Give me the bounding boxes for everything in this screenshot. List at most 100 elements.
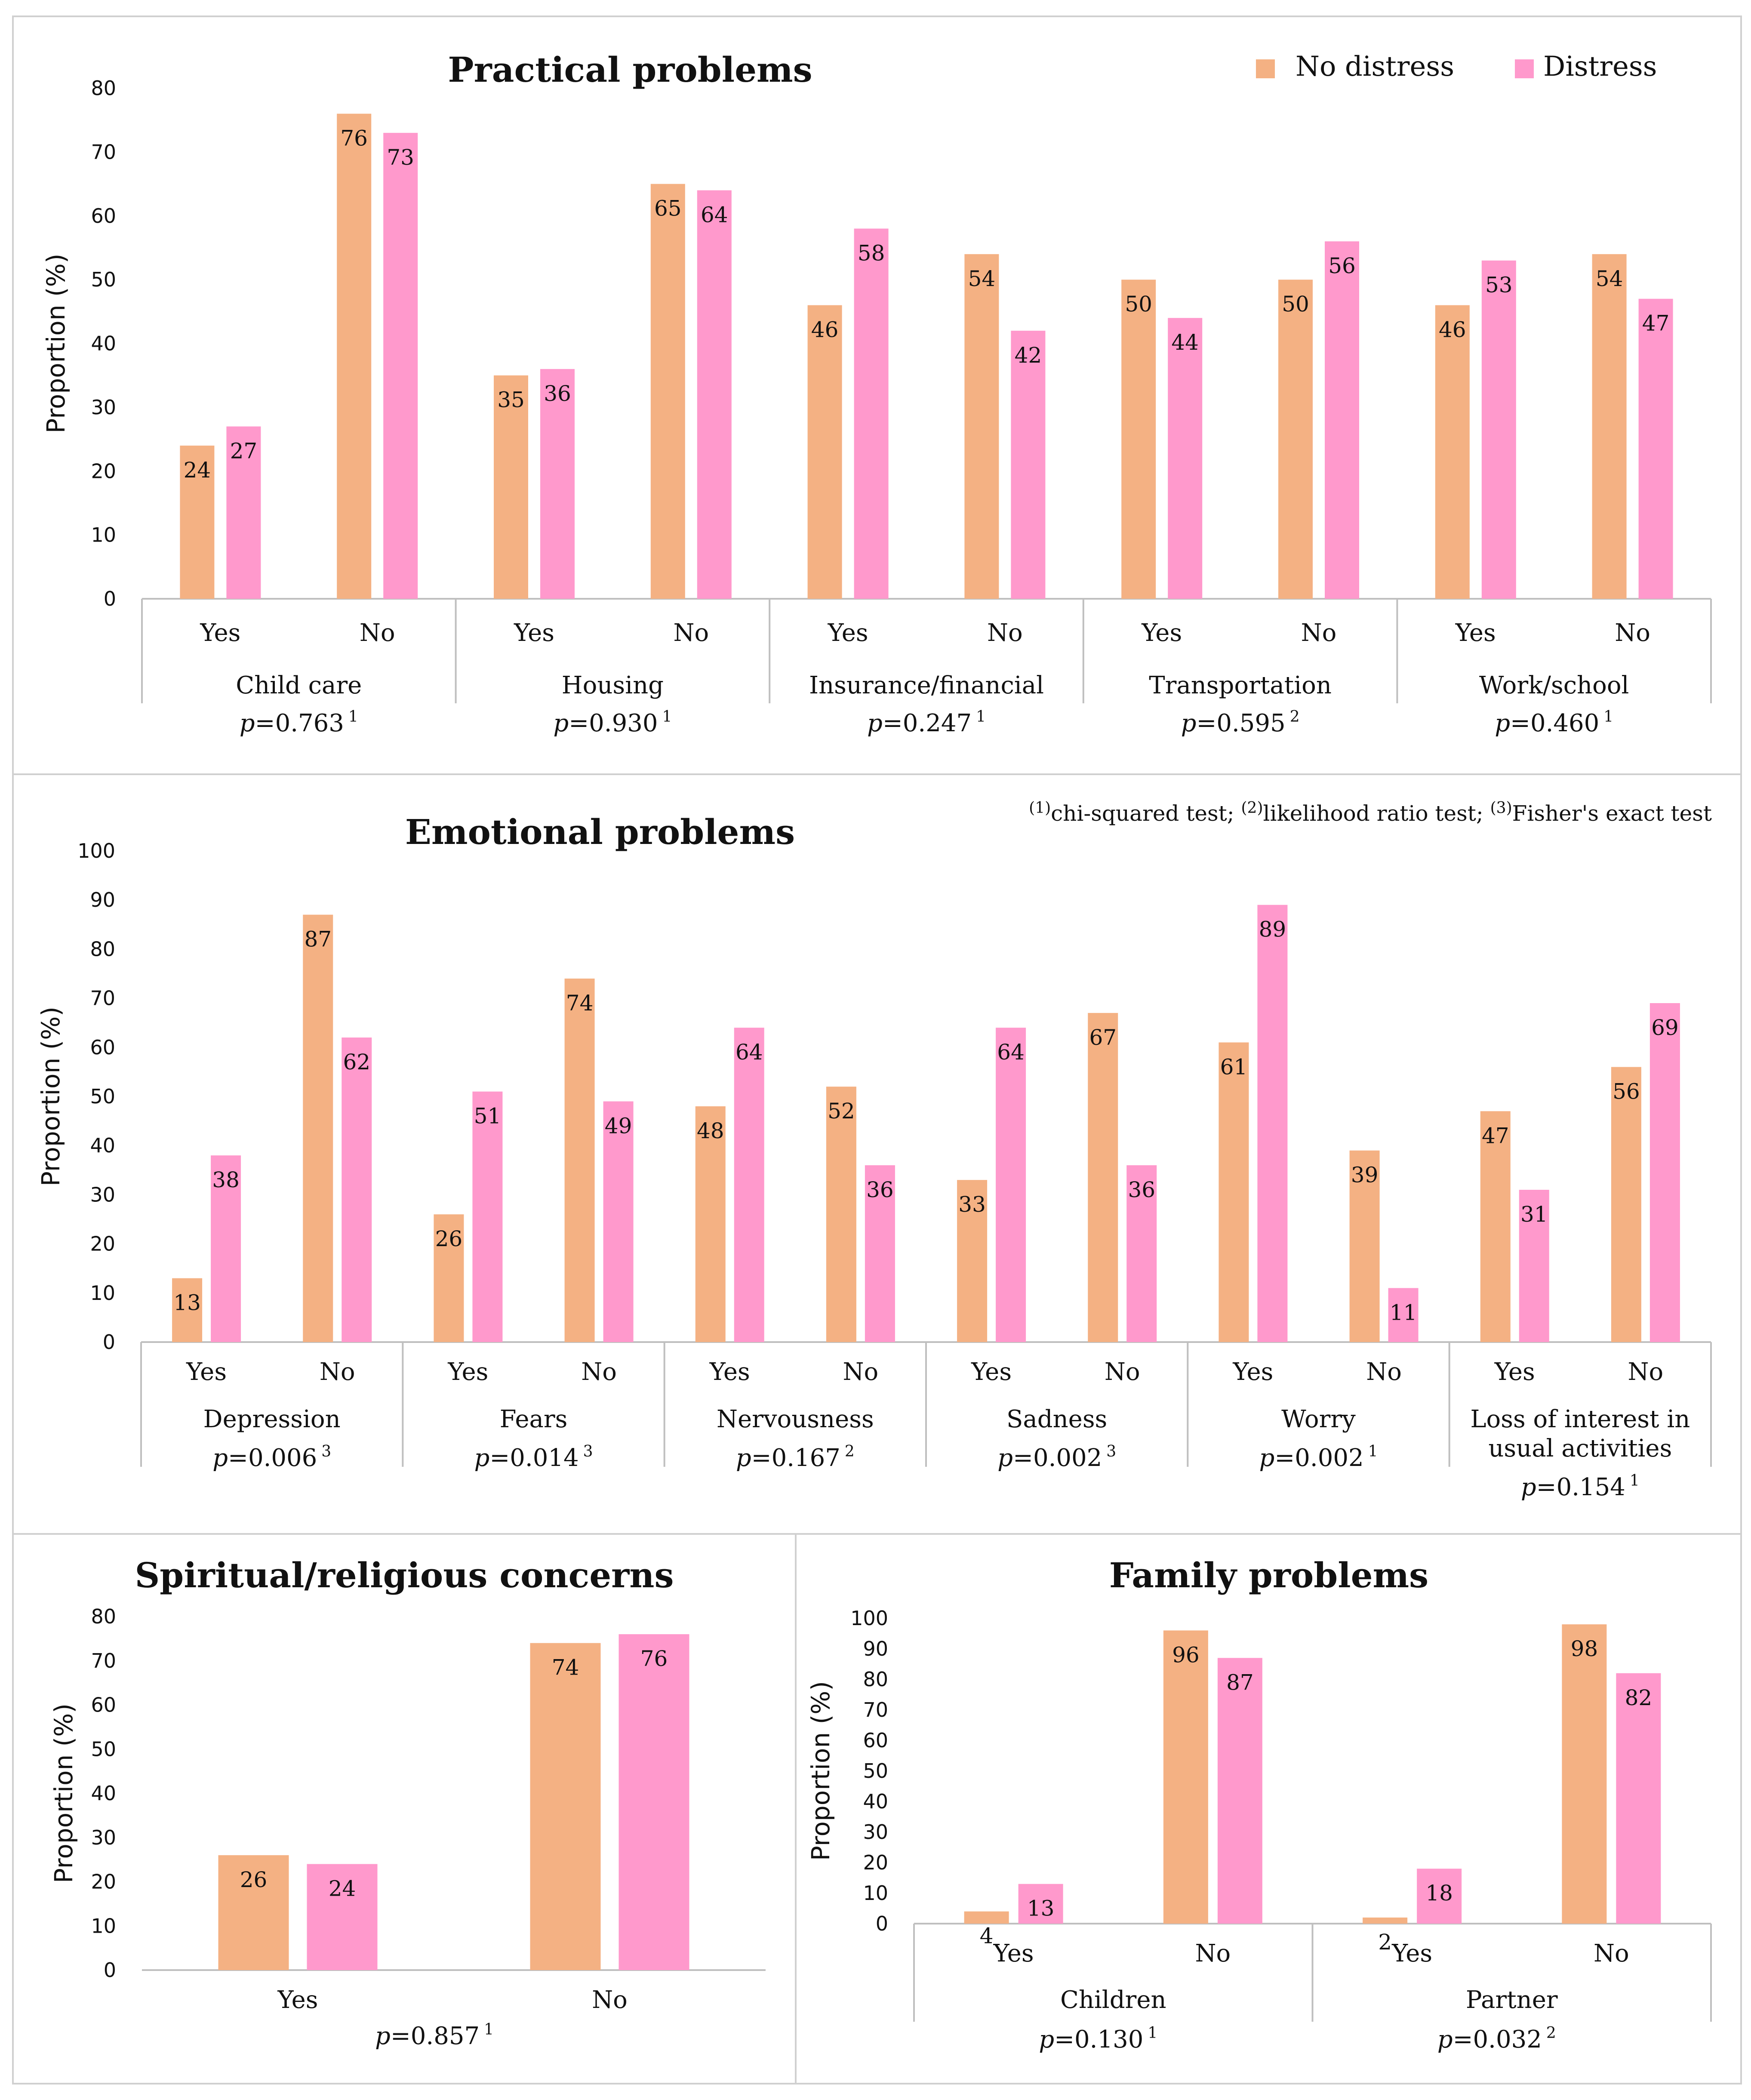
emotional-group-label: Loss of interest in [1470, 1405, 1690, 1433]
practical-category-label: Yes [828, 619, 868, 647]
practical-data-label-3-1-0: 50 [1282, 292, 1309, 317]
practical-p-value-0: p=0.763 1 [240, 708, 358, 737]
emotional-data-label-3-0-0: 33 [958, 1192, 986, 1217]
emotional-y-tick-10: 10 [90, 1281, 115, 1305]
practical-bar-3-no-no-distress [1278, 280, 1313, 599]
family-group-label: Partner [1466, 1986, 1558, 2014]
emotional-group-label: Depression [203, 1405, 341, 1433]
family-y-tick-60: 60 [863, 1729, 888, 1752]
emotional-p-value-0: p=0.006 3 [212, 1443, 331, 1472]
emotional-category-label: No [1366, 1358, 1402, 1386]
emotional-group-label: usual activities [1488, 1435, 1672, 1463]
practical-bar-0-yes-no-distress [180, 445, 215, 599]
emotional-bar-4-no-distress [1388, 1288, 1419, 1342]
family-y-tick-80: 80 [863, 1668, 888, 1691]
family-data-label-1-1-1: 82 [1625, 1685, 1653, 1710]
emotional-category-label: No [1105, 1358, 1140, 1386]
emotional-group-label: Worry [1281, 1405, 1356, 1433]
emotional-data-label-2-1-0: 52 [828, 1099, 855, 1124]
practical-data-label-1-0-1: 36 [544, 381, 571, 406]
emotional-group-label: Fears [500, 1405, 568, 1433]
family-y-tick-30: 30 [863, 1820, 888, 1844]
emotional-data-label-4-0-1: 89 [1259, 917, 1286, 942]
practical-y-tick-40: 40 [91, 332, 116, 355]
practical-category-label: Yes [200, 619, 240, 647]
spiritual-bar-0-no-distress [619, 1634, 689, 1970]
family-category-label: No [1594, 1940, 1629, 1968]
emotional-chart: Emotional problems Proportion (%) 0 10 20 30 4… [36, 812, 1712, 1501]
practical-bar-1-no-distress [697, 190, 732, 599]
practical-y-tick-80: 80 [91, 77, 116, 100]
emotional-data-label-5-1-0: 56 [1613, 1079, 1640, 1104]
legend-swatch-no-distress [1256, 59, 1275, 78]
emotional-data-label-5-0-0: 47 [1482, 1123, 1509, 1148]
spiritual-y-tick-80: 80 [91, 1605, 116, 1628]
practical-data-label-2-1-1: 42 [1015, 343, 1042, 368]
family-category-label: Yes [993, 1940, 1034, 1968]
family-data-label-1-0-0: 2 [1378, 1930, 1392, 1955]
emotional-data-label-3-0-1: 64 [997, 1040, 1025, 1065]
emotional-bar-4-yes-no-distress [1219, 1042, 1249, 1342]
emotional-y-tick-20: 20 [90, 1232, 115, 1256]
emotional-category-label: No [581, 1358, 617, 1386]
spiritual-y-tick-0: 0 [104, 1958, 116, 1982]
emotional-data-label-0-0-0: 13 [173, 1290, 201, 1315]
emotional-category-label: No [1628, 1358, 1664, 1386]
spiritual-data-label-0-0-1: 24 [329, 1876, 356, 1901]
spiritual-chart-title: Spiritual/religious concerns [135, 1555, 674, 1595]
legend-swatch-distress [1515, 59, 1534, 78]
practical-y-tick-10: 10 [91, 523, 116, 547]
emotional-data-label-2-0-1: 64 [735, 1040, 763, 1065]
practical-data-label-1-1-0: 65 [654, 196, 682, 221]
practical-category-label: No [673, 619, 709, 647]
emotional-bar-2-no-distress [865, 1165, 895, 1342]
practical-data-label-1-1-1: 64 [701, 202, 728, 227]
emotional-y-tick-40: 40 [90, 1134, 115, 1157]
spiritual-y-tick-50: 50 [91, 1737, 116, 1761]
emotional-bar-1-yes-no-distress [434, 1214, 464, 1342]
spiritual-y-tick-60: 60 [91, 1694, 116, 1717]
emotional-y-tick-30: 30 [90, 1183, 115, 1206]
family-y-tick-100: 100 [850, 1607, 888, 1630]
emotional-data-label-2-1-1: 36 [866, 1177, 894, 1202]
emotional-bar-3-no-no-distress [1088, 1013, 1118, 1342]
practical-y-tick-70: 70 [91, 140, 116, 163]
practical-category-label: Yes [1141, 619, 1182, 647]
family-bar-1-yes-distress [1417, 1869, 1462, 1924]
emotional-data-label-1-0-1: 51 [474, 1104, 502, 1129]
practical-group-label: Transportation [1149, 671, 1332, 699]
practical-p-value-2: p=0.247 1 [867, 708, 986, 737]
practical-y-tick-50: 50 [91, 268, 116, 291]
emotional-bar-5-no-no-distress [1611, 1067, 1641, 1342]
emotional-bar-0-yes-no-distress [172, 1278, 203, 1342]
family-y-tick-90: 90 [863, 1637, 888, 1660]
emotional-data-label-5-1-1: 69 [1651, 1015, 1679, 1040]
practical-p-value-3: p=0.595 2 [1181, 708, 1300, 737]
practical-data-label-0-1-0: 76 [340, 126, 368, 151]
practical-data-label-3-0-1: 44 [1171, 330, 1199, 355]
emotional-bar-0-no-no-distress [303, 915, 333, 1342]
family-y-axis-label: Proportion (%) [806, 1681, 835, 1861]
family-bar-0-no-no-distress [1163, 1630, 1208, 1924]
practical-y-axis-label: Proportion (%) [41, 253, 71, 433]
practical-data-label-2-0-1: 58 [858, 240, 885, 265]
practical-bar-2-yes-distress [854, 228, 889, 599]
emotional-category-label: No [843, 1358, 879, 1386]
emotional-bar-0-no-distress [342, 1037, 372, 1342]
practical-category-label: No [360, 619, 395, 647]
emotional-category-label: Yes [709, 1358, 750, 1386]
emotional-bar-1-no-no-distress [564, 978, 595, 1342]
practical-category-label: No [1301, 619, 1337, 647]
emotional-y-tick-90: 90 [90, 888, 115, 911]
practical-bar-4-no-distress [1638, 299, 1673, 599]
test-footnote: (1)chi-squared test; (2)likelihood ratio… [1029, 799, 1712, 826]
emotional-data-label-1-1-0: 74 [566, 991, 594, 1016]
emotional-category-label: Yes [971, 1358, 1012, 1386]
family-bar-1-no-no-distress [1562, 1624, 1607, 1924]
family-chart: Family problems Proportion (%) 0 10 20 30 40 50… [806, 1555, 1712, 2054]
emotional-data-label-3-1-1: 36 [1128, 1177, 1155, 1202]
emotional-bar-5-yes-no-distress [1480, 1111, 1511, 1342]
emotional-group-label: Nervousness [717, 1405, 874, 1433]
emotional-bar-5-no-distress [1649, 1003, 1680, 1342]
practical-category-label: Yes [514, 619, 554, 647]
